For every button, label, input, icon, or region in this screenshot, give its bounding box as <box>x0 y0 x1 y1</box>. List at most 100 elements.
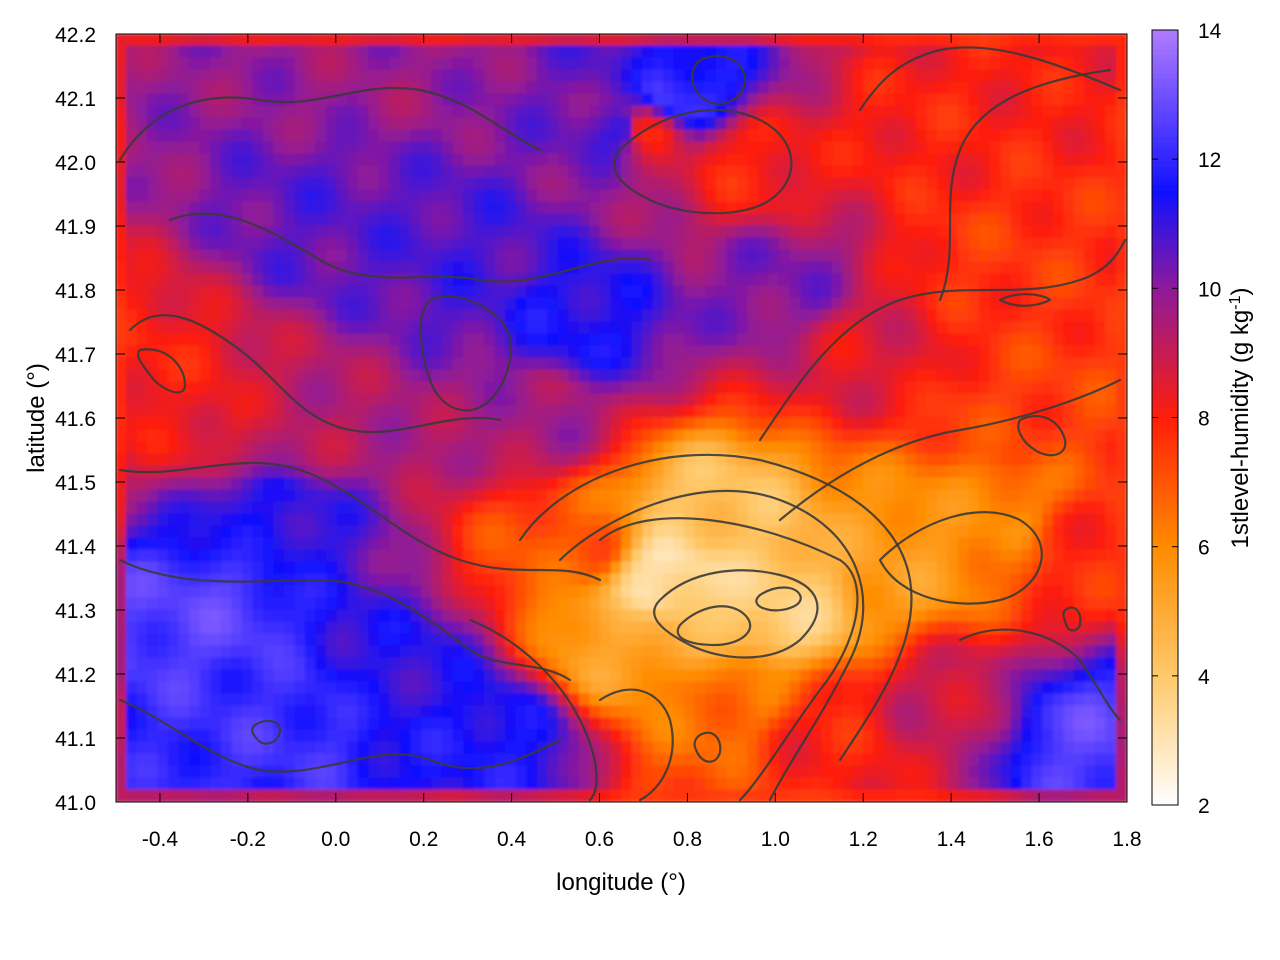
heatmap-cell <box>515 621 528 635</box>
heatmap-cell <box>1021 357 1033 371</box>
heatmap-cell <box>357 69 370 83</box>
heatmap-cell <box>1021 345 1033 359</box>
heatmap-cell <box>979 34 991 47</box>
heatmap-cell <box>452 93 465 107</box>
heatmap-cell <box>1052 273 1065 287</box>
heatmap-cell <box>757 69 770 83</box>
heatmap-cell <box>736 537 749 551</box>
heatmap-cell <box>810 633 823 647</box>
heatmap-cell <box>357 513 370 527</box>
heatmap-cell <box>663 285 675 299</box>
heatmap-cell <box>778 261 791 275</box>
heatmap-cell <box>578 177 591 191</box>
heatmap-cell <box>1084 237 1096 251</box>
heatmap-cell <box>368 177 380 191</box>
heatmap-cell <box>284 81 296 95</box>
heatmap-cell <box>926 525 938 539</box>
heatmap-cell <box>736 237 749 251</box>
heatmap-cell <box>915 381 928 395</box>
heatmap-cell <box>294 177 307 191</box>
heatmap-cell <box>1115 381 1127 395</box>
heatmap-cell <box>1021 429 1033 443</box>
heatmap-cell <box>252 549 264 563</box>
heatmap-cell <box>926 381 938 395</box>
heatmap-cell <box>357 369 370 383</box>
heatmap-cell <box>1021 561 1033 575</box>
heatmap-cell <box>968 165 981 179</box>
heatmap-cell <box>389 645 401 659</box>
heatmap-cell <box>673 585 686 599</box>
heatmap-cell <box>1073 561 1086 575</box>
heatmap-cell <box>610 501 622 515</box>
heatmap-cell <box>568 297 580 311</box>
heatmap-cell <box>1021 93 1033 107</box>
heatmap-cell <box>1084 513 1096 527</box>
heatmap-cell <box>936 345 949 359</box>
heatmap-cell <box>589 501 601 515</box>
heatmap-cell <box>958 45 970 59</box>
heatmap-cell <box>1031 129 1044 143</box>
heatmap-cell <box>926 249 938 263</box>
heatmap-cell <box>116 105 128 119</box>
heatmap-cell <box>420 153 433 167</box>
heatmap-cell <box>241 513 254 527</box>
heatmap-cell <box>852 477 865 491</box>
heatmap-cell <box>905 333 917 347</box>
heatmap-cell <box>842 621 854 635</box>
heatmap-cell <box>1052 141 1065 155</box>
heatmap-cell <box>157 129 170 143</box>
heatmap-cell <box>547 93 559 107</box>
heatmap-cell <box>1010 117 1023 131</box>
heatmap-cell <box>694 34 707 47</box>
heatmap-cell <box>536 34 549 47</box>
heatmap-cell <box>589 333 601 347</box>
heatmap-cell <box>1084 249 1096 263</box>
heatmap-cell <box>736 633 749 647</box>
heatmap-cell <box>284 177 296 191</box>
heatmap-cell <box>189 45 201 59</box>
heatmap-cell <box>705 453 717 467</box>
heatmap-cell <box>326 34 338 47</box>
heatmap-cell <box>768 477 780 491</box>
heatmap-cell <box>673 609 686 623</box>
heatmap-cell <box>894 417 907 431</box>
heatmap-cell <box>378 561 391 575</box>
heatmap-cell <box>262 549 275 563</box>
heatmap-cell <box>452 213 465 227</box>
heatmap-cell <box>463 453 475 467</box>
heatmap-cell <box>673 69 686 83</box>
heatmap-cell <box>336 477 349 491</box>
heatmap-cell <box>494 525 507 539</box>
heatmap-cell <box>947 465 959 479</box>
heatmap-cell <box>936 453 949 467</box>
heatmap-cell <box>273 117 285 131</box>
heatmap-cell <box>768 537 780 551</box>
heatmap-cell <box>1073 153 1086 167</box>
heatmap-cell <box>210 561 222 575</box>
heatmap-cell <box>399 609 412 623</box>
heatmap-cell <box>1094 633 1107 647</box>
heatmap-cell <box>526 357 538 371</box>
heatmap-cell <box>463 201 475 215</box>
heatmap-cell <box>305 153 317 167</box>
heatmap-cell <box>1000 405 1012 419</box>
heatmap-cell <box>1115 249 1127 263</box>
heatmap-cell <box>768 417 780 431</box>
heatmap-cell <box>831 513 844 527</box>
heatmap-cell <box>1115 129 1127 143</box>
heatmap-cell <box>652 34 665 47</box>
heatmap-cell <box>905 549 917 563</box>
heatmap-cell <box>568 177 580 191</box>
heatmap-cell <box>736 117 749 131</box>
heatmap-cell <box>1084 81 1096 95</box>
heatmap-cell <box>589 513 601 527</box>
heatmap-cell <box>347 585 359 599</box>
heatmap-cell <box>241 453 254 467</box>
heatmap-cell <box>863 129 875 143</box>
heatmap-cell <box>873 309 886 323</box>
heatmap-cell <box>1031 249 1044 263</box>
heatmap-cell <box>757 81 770 95</box>
heatmap-cell <box>694 417 707 431</box>
heatmap-cell <box>557 369 570 383</box>
heatmap-cell <box>863 597 875 611</box>
